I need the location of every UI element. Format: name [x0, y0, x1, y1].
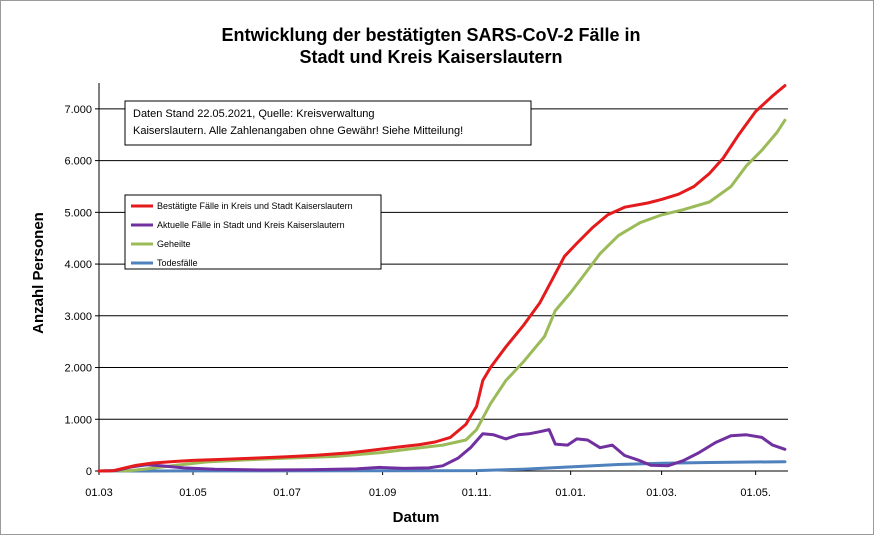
y-tick-label: 7.000 — [64, 104, 92, 116]
x-tick-label: 01.03. — [646, 487, 677, 499]
y-tick-label: 1.000 — [64, 414, 92, 426]
chart-title-line-1: Entwicklung der bestätigten SARS-CoV-2 F… — [221, 25, 640, 45]
x-tick-label: 01.05 — [179, 487, 207, 499]
series-line — [97, 84, 787, 473]
legend-frame — [124, 194, 382, 270]
x-tick-label: 01.09 — [369, 487, 397, 499]
note-box-frame — [124, 100, 532, 146]
series-line — [97, 428, 787, 473]
legend-label: Aktuelle Fälle in Stadt und Kreis Kaiser… — [157, 220, 345, 230]
x-axis-title: Datum — [393, 509, 440, 526]
y-tick-label: 3.000 — [64, 311, 92, 323]
x-tick-label: 01.07 — [273, 487, 301, 499]
x-tick-label: 01.03 — [85, 487, 113, 499]
y-tick-label: 0 — [86, 466, 92, 478]
series-line — [97, 118, 787, 473]
legend-label: Todesfälle — [157, 258, 198, 268]
y-tick-label: 6.000 — [64, 156, 92, 168]
x-tick-label: 01.01. — [555, 487, 586, 499]
legend-label: Geheilte — [157, 239, 191, 249]
note-line-1: Daten Stand 22.05.2021, Quelle: Kreisver… — [133, 108, 375, 120]
chart-title-line-2: Stadt und Kreis Kaiserslautern — [299, 47, 562, 67]
legend-label: Bestätigte Fälle in Kreis und Stadt Kais… — [157, 201, 353, 211]
y-tick-label: 2.000 — [64, 363, 92, 375]
axis-ticks: 0 1.000 2.000 3.000 4.000 5.000 6.000 7.000 01.0… — [64, 104, 770, 499]
y-tick-label: 5.000 — [64, 207, 92, 219]
legend: Bestätigte Fälle in Kreis und Stadt Kais… — [124, 194, 382, 270]
note-line-2: Kaiserslautern. Alle Zahlenangaben ohne … — [133, 125, 463, 137]
y-axis-title: Anzahl Personen — [30, 212, 47, 334]
y-tick-label: 4.000 — [64, 259, 92, 271]
x-tick-label: 01.11. — [462, 487, 492, 499]
series-lines — [97, 84, 787, 473]
x-tick-label: 01.05. — [740, 487, 771, 499]
data-note-box: Daten Stand 22.05.2021, Quelle: Kreisver… — [124, 100, 532, 146]
